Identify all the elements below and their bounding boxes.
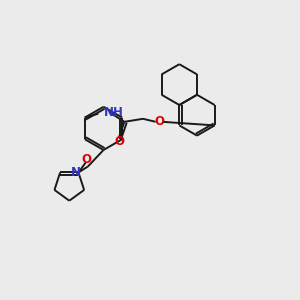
Text: O: O [155,115,165,128]
Text: O: O [81,153,91,167]
Text: O: O [114,135,124,148]
Text: N: N [71,166,81,179]
Text: NH: NH [103,106,123,119]
